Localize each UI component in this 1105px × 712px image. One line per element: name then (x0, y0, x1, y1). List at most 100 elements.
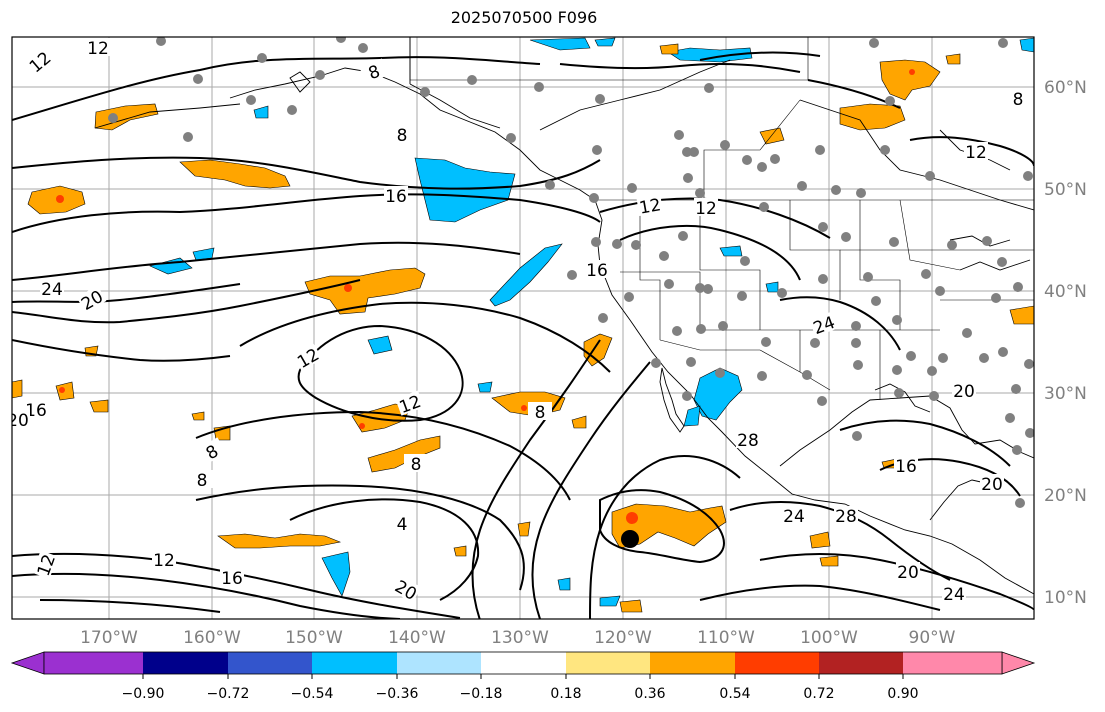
contour-label: 8 (1013, 90, 1024, 110)
contour-label-bg (32, 550, 58, 580)
contour-label: 8 (197, 471, 208, 491)
contour-label-bg (86, 38, 110, 56)
contour-label-bg (942, 584, 966, 602)
contour-label-bg (736, 430, 760, 448)
colorbar-segment (650, 652, 735, 674)
colorbar-tick-label: −0.18 (460, 686, 503, 702)
contour-label-bg (636, 194, 664, 216)
longitude-label: 140°W (388, 628, 446, 648)
colorbar-segment (44, 652, 143, 674)
contour-label: 8 (535, 403, 546, 423)
contour-label-bg (782, 506, 806, 524)
latitude-labels: 60°N 50°N 40°N 30°N 20°N 10°N (1044, 78, 1087, 608)
longitude-label: 100°W (800, 628, 858, 648)
negative-shading (149, 37, 1034, 607)
contour-label: 24 (41, 280, 63, 300)
colorbar-segment (143, 652, 228, 674)
contour-label-bg (359, 58, 389, 84)
colorbar-segment (312, 652, 397, 674)
contour-label-bg (292, 343, 323, 371)
contour-label-bg (964, 142, 988, 160)
contour-label-bg (390, 514, 414, 532)
colorbar-segment (903, 652, 1002, 674)
latitude-label: 60°N (1044, 78, 1087, 98)
colorbar-tick-label: −0.54 (291, 686, 334, 702)
longitude-label: 160°W (183, 628, 241, 648)
contour-label: 16 (895, 457, 917, 477)
longitude-label: 120°W (594, 628, 652, 648)
storm-center-marker (621, 530, 639, 548)
contour-label: 20 (897, 563, 919, 583)
contour-label: 20 (7, 411, 29, 431)
contour-label-bg (585, 260, 609, 278)
map-title: 2025070500 F096 (450, 8, 598, 27)
latitude-label: 20°N (1044, 486, 1087, 506)
station-markers (108, 37, 1034, 508)
colorbar-segment (819, 652, 903, 674)
colorbar: −0.90 −0.72 −0.54 −0.36 −0.18 0.18 0.36 0.54 0.7… (10, 651, 1036, 702)
colorbar-tick-label: 0.54 (719, 686, 750, 702)
contour-label-bg (980, 474, 1004, 492)
contour-label: 12 (153, 551, 175, 571)
contour-label: 4 (397, 515, 408, 535)
colorbar-segment (228, 652, 312, 674)
map-frame (11, 36, 1035, 620)
longitude-labels: 170°W 160°W 150°W 140°W 130°W 120°W 110°W 100°W… (80, 628, 956, 648)
longitude-label: 170°W (80, 628, 138, 648)
contour-label: 8 (397, 126, 408, 146)
contour-label-bg (1006, 89, 1030, 107)
contour-label-bg (809, 311, 839, 337)
contour-label: 16 (25, 401, 47, 421)
colorbar-tick-label: 0.36 (634, 686, 665, 702)
contour-label: 24 (783, 507, 805, 527)
latitude-label: 40°N (1044, 282, 1087, 302)
contour-label: 12 (638, 195, 663, 218)
contour-label: 24 (943, 585, 965, 605)
contour-label-bg (391, 575, 422, 603)
contour-label-bg (894, 456, 918, 474)
colorbar-frame (43, 651, 1003, 675)
contour-label-bg (196, 437, 227, 465)
contour-label-bg (24, 46, 55, 76)
contour-label: 16 (385, 187, 407, 207)
longitude-label: 130°W (491, 628, 549, 648)
colorbar-segment (397, 652, 481, 674)
contour-label-bg (528, 402, 552, 420)
contour-label: 12 (965, 143, 987, 163)
latitude-label: 50°N (1044, 180, 1087, 200)
colorbar-tick-label: 0.18 (550, 686, 581, 702)
longitude-label: 150°W (285, 628, 343, 648)
contour-label-bg (220, 568, 244, 586)
contour-label-bg (76, 285, 107, 313)
colorbar-tick-label: −0.90 (122, 686, 165, 702)
contour-label-bg (896, 562, 920, 580)
contour-label-bg (404, 454, 428, 472)
longitude-label: 90°W (909, 628, 956, 648)
contour-label-bg (40, 279, 64, 297)
colorbar-tick-label: 0.72 (803, 686, 834, 702)
longitude-label: 110°W (697, 628, 755, 648)
contour-label-bg (694, 198, 718, 216)
colorbar-segment (735, 652, 819, 674)
latitude-label: 30°N (1044, 384, 1087, 404)
contour-label: 8 (411, 455, 422, 475)
positive-shading (12, 43, 1034, 613)
contour-label: 16 (586, 261, 608, 281)
contour-label: 20 (981, 475, 1003, 495)
colorbar-tick-label: 0.90 (887, 686, 918, 702)
colorbar-extend-low (10, 651, 45, 675)
colorbar-extend-high (1001, 651, 1036, 675)
colorbar-segment (481, 652, 566, 674)
latitude-label: 10°N (1044, 588, 1087, 608)
contour-label: 16 (221, 569, 243, 589)
contour-label: 12 (87, 39, 109, 59)
colorbar-tick-label: −0.72 (207, 686, 250, 702)
contour-label-bg (952, 381, 976, 399)
contour-label: 28 (737, 431, 759, 451)
contour-label-bg (12, 410, 30, 428)
positive-core-shading (56, 69, 915, 524)
contour-label-bg (395, 390, 425, 416)
contour-label-bg (390, 125, 414, 143)
contour-label: 20 (953, 382, 975, 402)
